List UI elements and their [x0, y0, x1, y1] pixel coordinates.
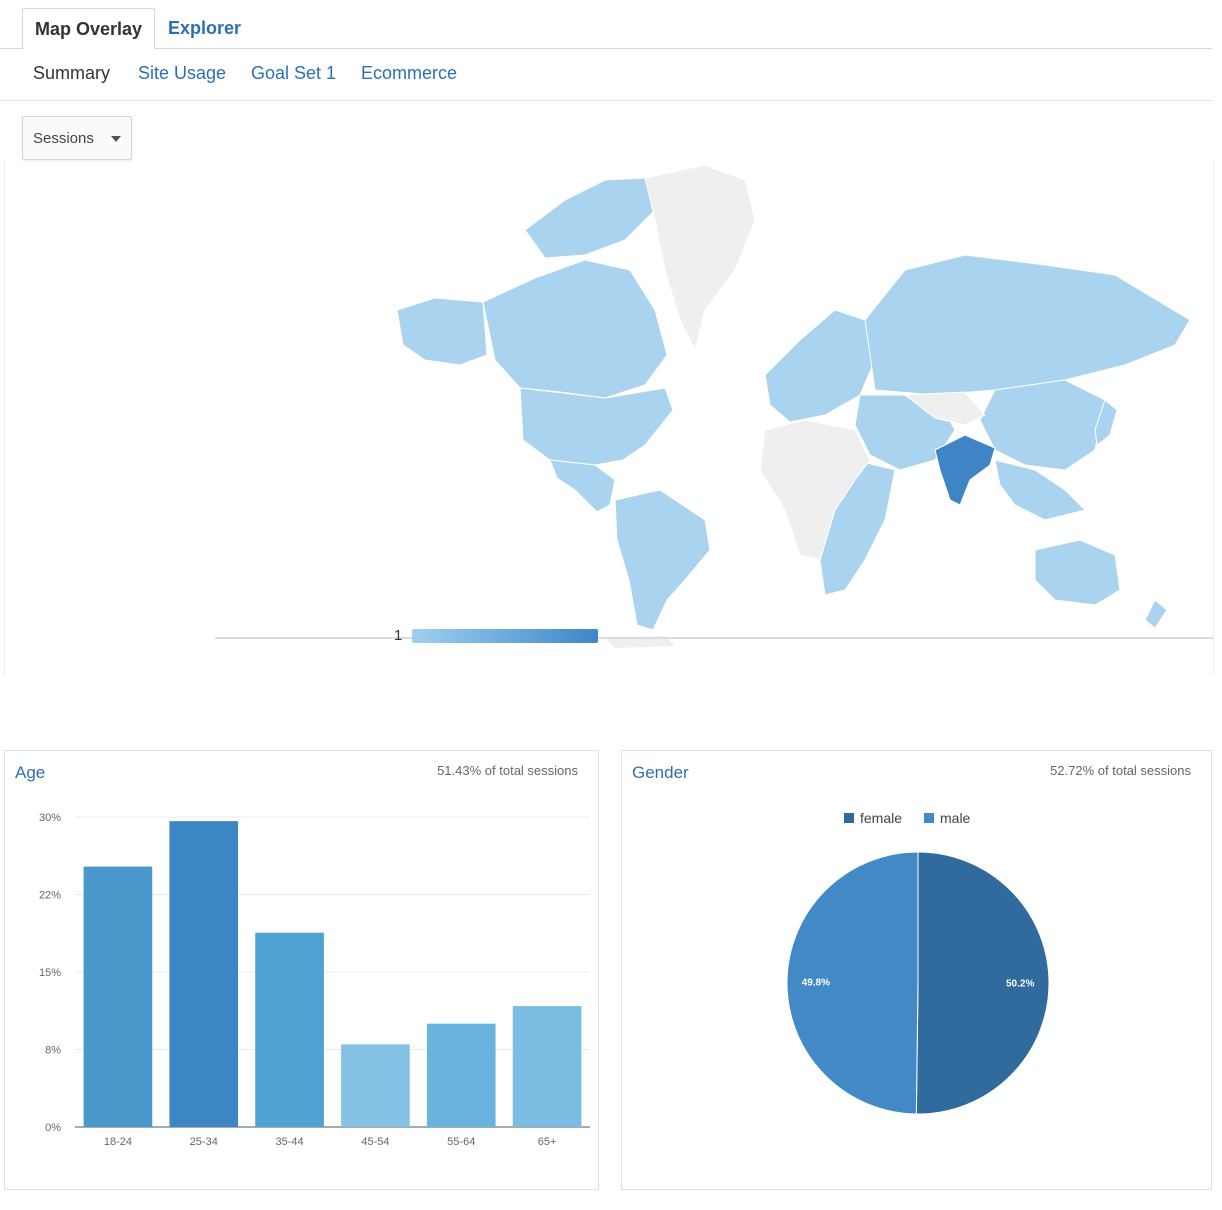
- map-region-europe[interactable]: [764, 309, 876, 423]
- map-region-russia[interactable]: [864, 254, 1191, 396]
- tab-explorer[interactable]: Explorer: [168, 18, 242, 38]
- map-region-greenland[interactable]: [644, 164, 756, 352]
- subnav-summary[interactable]: Summary: [33, 63, 111, 83]
- metric-dropdown[interactable]: Sessions: [22, 116, 132, 160]
- age-panel-title: Age: [15, 763, 46, 782]
- y-tick-label: 30%: [39, 812, 61, 824]
- bar-25-34[interactable]: [169, 821, 239, 1127]
- map-legend-min-value: 1: [394, 627, 403, 644]
- map-region-usa[interactable]: [519, 387, 674, 466]
- map-region-new-zealand[interactable]: [1144, 599, 1168, 629]
- chevron-down-icon: [111, 136, 121, 142]
- legend-swatch-male: [924, 813, 934, 823]
- x-tick-label: 25-34: [190, 1136, 218, 1148]
- bar-18-24[interactable]: [83, 866, 153, 1127]
- y-tick-label: 8%: [45, 1045, 61, 1057]
- pie-slice-female[interactable]: [915, 851, 1050, 1115]
- bar-65+[interactable]: [512, 1006, 582, 1127]
- y-tick-label: 0%: [45, 1122, 61, 1134]
- age-panel-subtitle: 51.43% of total sessions: [437, 763, 578, 778]
- gender-panel: Gender 52.72% of total sessions female ma…: [621, 750, 1212, 1190]
- x-tick-label: 45-54: [361, 1136, 389, 1148]
- map-region-mexico[interactable]: [549, 459, 616, 513]
- pie-slice-male[interactable]: [786, 851, 919, 1115]
- top-tab-bar: Map Overlay Explorer: [0, 0, 1212, 50]
- subnav-goal-set-1[interactable]: Goal Set 1: [251, 63, 337, 83]
- pie-value-label: 49.8%: [802, 977, 830, 988]
- map-region-africa[interactable]: [759, 419, 871, 561]
- gender-pie-chart: female male 50.2% 49.8%: [786, 810, 1050, 1115]
- age-bar-chart: 0% 8% 15% 22% 30% 18-24 25-34 35-44 45-54 55-64 65…: [39, 812, 590, 1148]
- map-legend-divider: [215, 637, 1213, 639]
- map-region-southeast-asia[interactable]: [994, 459, 1086, 521]
- legend-label-male[interactable]: male: [940, 810, 971, 826]
- map-region-arctic-islands[interactable]: [524, 177, 656, 259]
- subnav-site-usage[interactable]: Site Usage: [138, 63, 227, 83]
- gender-panel-subtitle: 52.72% of total sessions: [1050, 763, 1191, 778]
- world-map[interactable]: 1: [4, 160, 1214, 675]
- legend-label-female[interactable]: female: [860, 810, 902, 826]
- x-tick-label: 65+: [538, 1136, 557, 1148]
- map-region-south-america[interactable]: [614, 489, 711, 631]
- metric-dropdown-label: Sessions: [33, 130, 94, 147]
- legend-swatch-female: [844, 813, 854, 823]
- map-region-central-asia[interactable]: [903, 391, 986, 426]
- sub-navigation: Summary Site Usage Goal Set 1 Ecommerce: [0, 48, 1212, 101]
- pie-value-label: 50.2%: [1006, 979, 1034, 990]
- map-region-alaska[interactable]: [396, 297, 488, 366]
- map-region-east-asia[interactable]: [979, 379, 1106, 471]
- map-color-scale: [412, 629, 598, 643]
- world-map-svg: [396, 164, 1191, 648]
- bar-35-44[interactable]: [255, 932, 324, 1127]
- gender-panel-title: Gender: [632, 763, 689, 782]
- tab-map-overlay[interactable]: Map Overlay: [22, 8, 156, 50]
- x-tick-label: 55-64: [447, 1136, 475, 1148]
- y-tick-label: 15%: [39, 967, 61, 979]
- age-panel: Age 51.43% of total sessions 0% 8% 15% 22% 3…: [4, 750, 599, 1190]
- y-tick-label: 22%: [39, 890, 61, 902]
- map-region-australia[interactable]: [1034, 539, 1121, 606]
- map-region-antarctica[interactable]: [605, 636, 675, 648]
- bar-45-54[interactable]: [341, 1044, 410, 1127]
- subnav-ecommerce[interactable]: Ecommerce: [361, 63, 458, 83]
- map-region-india[interactable]: [934, 434, 996, 506]
- bar-55-64[interactable]: [426, 1023, 496, 1127]
- x-tick-label: 35-44: [276, 1136, 304, 1148]
- map-region-canada[interactable]: [482, 259, 668, 399]
- x-tick-label: 18-24: [104, 1136, 132, 1148]
- map-region-japan[interactable]: [1094, 399, 1118, 446]
